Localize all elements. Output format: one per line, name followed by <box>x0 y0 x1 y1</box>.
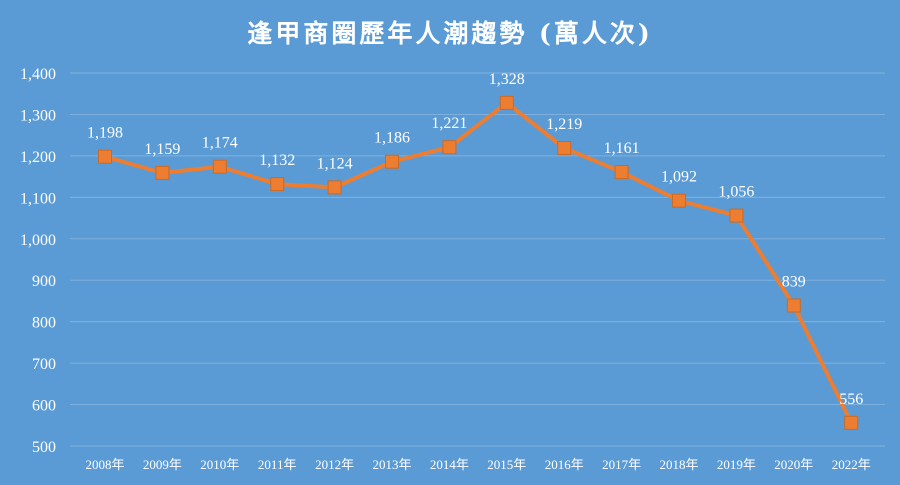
data-label: 839 <box>782 274 806 291</box>
x-axis-ticks: 2008年 2009年 2010年 2011年 2012年 2013年 2014年 2015年… <box>85 457 870 472</box>
data-label: 1,219 <box>546 116 582 133</box>
data-point-marker <box>844 415 859 430</box>
data-point-marker <box>212 159 227 174</box>
data-point-marker <box>98 149 112 164</box>
x-tick-label: 2015年 <box>487 457 526 472</box>
x-tick-label: 2022年 <box>832 457 871 472</box>
data-labels: 1,198 1,159 1,174 1,132 1,124 1,186 1,221 1,328… <box>87 71 863 408</box>
data-label: 1,161 <box>604 140 640 157</box>
x-tick-label: 2016年 <box>545 457 584 472</box>
data-point-marker <box>155 165 170 180</box>
data-label: 1,124 <box>317 155 353 172</box>
data-label: 1,132 <box>259 152 295 169</box>
x-tick-label: 2014年 <box>430 457 469 472</box>
data-point-marker <box>327 180 342 195</box>
data-label: 1,056 <box>718 184 754 201</box>
y-axis-ticks: 500 600 700 800 900 1,000 1,100 1,200 1,300 1,400 <box>20 66 56 456</box>
data-label: 1,328 <box>489 71 525 88</box>
data-label: 1,186 <box>374 130 410 147</box>
data-label: 1,092 <box>661 169 697 186</box>
y-tick-label: 1,200 <box>20 149 56 166</box>
y-tick-label: 1,400 <box>20 66 56 83</box>
series-layer <box>98 95 859 430</box>
x-tick-label: 2012年 <box>315 457 354 472</box>
y-tick-label: 900 <box>32 273 56 290</box>
series-line <box>104 100 853 424</box>
data-point-marker <box>614 165 629 180</box>
data-point-marker <box>729 208 744 223</box>
data-point-marker <box>672 193 686 208</box>
data-label: 1,174 <box>202 135 238 152</box>
data-point-marker <box>270 177 285 192</box>
y-tick-label: 800 <box>32 315 56 332</box>
chart-title: 逢甲商圈歷年人潮趨勢 (萬人次) <box>247 19 652 48</box>
x-tick-label: 2010年 <box>200 457 239 472</box>
data-point-marker <box>385 154 399 169</box>
data-label: 1,159 <box>144 141 180 158</box>
x-tick-label: 2017年 <box>602 457 641 472</box>
y-tick-label: 600 <box>32 398 56 415</box>
x-tick-label: 2011年 <box>258 457 297 472</box>
data-point-marker <box>786 298 801 313</box>
data-point-marker <box>499 95 514 110</box>
x-tick-label: 2018年 <box>659 457 698 472</box>
gridlines <box>70 72 885 447</box>
x-tick-label: 2019年 <box>717 457 756 472</box>
data-point-marker <box>557 141 572 156</box>
y-tick-label: 1,100 <box>20 190 56 207</box>
data-label: 556 <box>839 391 863 408</box>
data-label: 1,198 <box>87 125 123 142</box>
x-tick-label: 2008年 <box>85 457 124 472</box>
y-tick-label: 1,300 <box>20 107 56 124</box>
x-tick-label: 2013年 <box>372 457 411 472</box>
data-label: 1,221 <box>431 115 467 132</box>
y-tick-label: 700 <box>32 356 56 373</box>
y-tick-label: 500 <box>32 439 56 456</box>
y-tick-label: 1,000 <box>20 232 56 249</box>
x-tick-label: 2009年 <box>143 457 182 472</box>
data-point-marker <box>442 140 457 155</box>
x-tick-label: 2020年 <box>774 457 813 472</box>
